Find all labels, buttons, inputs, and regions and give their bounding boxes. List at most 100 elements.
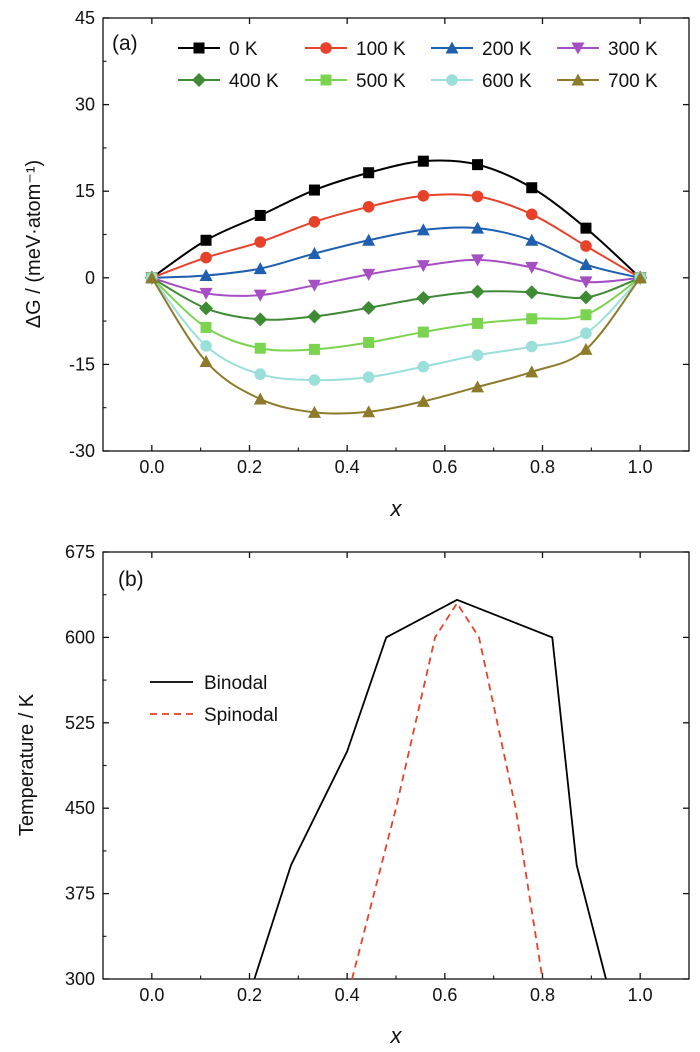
panel-b-xtick-label: 0.8: [530, 985, 555, 1005]
data-point: [416, 394, 430, 407]
panel-b-xtick-label: 0.4: [335, 985, 360, 1005]
panel-a-ytick-label: -30: [69, 441, 95, 461]
panel-b-label: (b): [118, 568, 144, 591]
data-point: [471, 380, 485, 393]
data-point: [417, 155, 429, 167]
data-point: [633, 271, 647, 284]
panel-a-ylabel: ΔG / (meV·atom⁻¹): [23, 160, 45, 328]
panel-a-legend: 0 K 100 K 200 K 300 K 400 K 500 K 600 K 700 K: [178, 39, 658, 92]
data-point: [199, 301, 214, 316]
legend-label: 0 K: [229, 39, 258, 60]
data-point: [580, 309, 592, 321]
data-point: [362, 405, 376, 418]
data-point: [416, 223, 430, 236]
data-point: [361, 300, 376, 315]
panel-a-xtick-label: 1.0: [628, 457, 653, 477]
data-point: [199, 355, 213, 368]
panel-b-ytick-label: 600: [65, 627, 95, 647]
legend-label: Binodal: [204, 673, 267, 694]
data-point: [200, 251, 212, 264]
series-600k: [146, 272, 646, 386]
series-binodal: [253, 598, 607, 980]
data-point: [253, 312, 268, 327]
panel-a-xlabel: x: [390, 496, 403, 521]
data-point: [308, 184, 320, 196]
data-point: [199, 268, 213, 281]
series-line: [151, 226, 641, 279]
legend-marker: [320, 42, 332, 54]
legend-label: Spinodal: [204, 705, 278, 726]
panel-a: (a) ΔG / (meV·atom⁻¹) x 0.0 0.2 0.4 0.6 0.8 1…: [23, 8, 690, 521]
data-point: [525, 233, 539, 246]
panel-a-xtick-label: 0.2: [237, 457, 262, 477]
data-point: [525, 208, 538, 221]
data-point: [472, 159, 484, 171]
data-point: [254, 342, 266, 354]
series-line: [151, 159, 641, 279]
legend-item: 100 K: [305, 39, 406, 60]
data-point: [307, 279, 321, 292]
data-point: [307, 405, 321, 418]
data-point: [471, 190, 484, 203]
legend-item: 400 K: [178, 71, 279, 92]
data-point: [253, 392, 267, 405]
data-point: [200, 234, 212, 246]
data-point: [363, 167, 375, 179]
legend-marker: [445, 41, 459, 54]
panel-a-xtick-label: 0.0: [139, 457, 164, 477]
panel-b-ytick-label: 525: [65, 713, 95, 733]
data-point: [525, 365, 539, 378]
legend-item: 0 K: [178, 39, 258, 60]
panel-a-ytick-label: 45: [75, 8, 95, 28]
legend-marker: [571, 42, 585, 55]
data-point: [308, 374, 321, 386]
panel-b-ytick-label: 300: [65, 969, 95, 989]
series-line: [253, 598, 607, 980]
data-point: [417, 360, 430, 373]
data-point: [579, 276, 593, 289]
data-point: [578, 290, 593, 305]
data-point: [580, 327, 592, 340]
legend-item: 200 K: [431, 39, 532, 60]
data-point: [525, 261, 539, 274]
panel-b-xtick-label: 0.2: [237, 985, 262, 1005]
data-point: [254, 368, 267, 381]
data-point: [253, 262, 267, 275]
series-spinodal: [351, 601, 544, 980]
legend-item: Spinodal: [150, 705, 278, 726]
legend-label: 300 K: [608, 39, 658, 60]
legend-marker: [446, 74, 458, 86]
data-point: [580, 240, 592, 252]
legend-marker: [193, 42, 205, 54]
panel-b-xtick-label: 0.6: [432, 985, 457, 1005]
panel-b-xtick-label: 0.0: [139, 985, 164, 1005]
panel-b-xtick-label: 1.0: [628, 985, 653, 1005]
panel-a-ytick-label: -15: [69, 354, 95, 374]
series-line: [151, 193, 641, 279]
data-point: [579, 258, 593, 271]
panel-a-xtick-label: 0.8: [530, 457, 555, 477]
panel-a-ytick-label: 0: [85, 268, 95, 288]
data-point: [580, 222, 592, 234]
data-point: [200, 340, 212, 352]
panel-a-ytick-label: 15: [75, 181, 95, 201]
data-point: [254, 209, 266, 221]
panel-b-ytick-label: 375: [65, 884, 95, 904]
series-line: [151, 258, 641, 297]
legend-label: 400 K: [229, 71, 279, 92]
legend-label: 600 K: [482, 71, 532, 92]
data-point: [417, 326, 429, 338]
data-point: [200, 321, 212, 333]
data-point: [472, 317, 484, 329]
data-point: [416, 260, 430, 273]
panel-a-ytick-label: 30: [75, 95, 95, 115]
data-point: [362, 200, 375, 213]
series-line: [151, 276, 641, 352]
legend-item: 300 K: [557, 39, 658, 60]
legend-label: 700 K: [608, 71, 658, 92]
data-point: [362, 268, 376, 281]
data-point: [199, 287, 213, 300]
legend-item: 600 K: [431, 71, 532, 92]
data-point: [307, 309, 322, 324]
legend-item: 700 K: [557, 71, 658, 92]
